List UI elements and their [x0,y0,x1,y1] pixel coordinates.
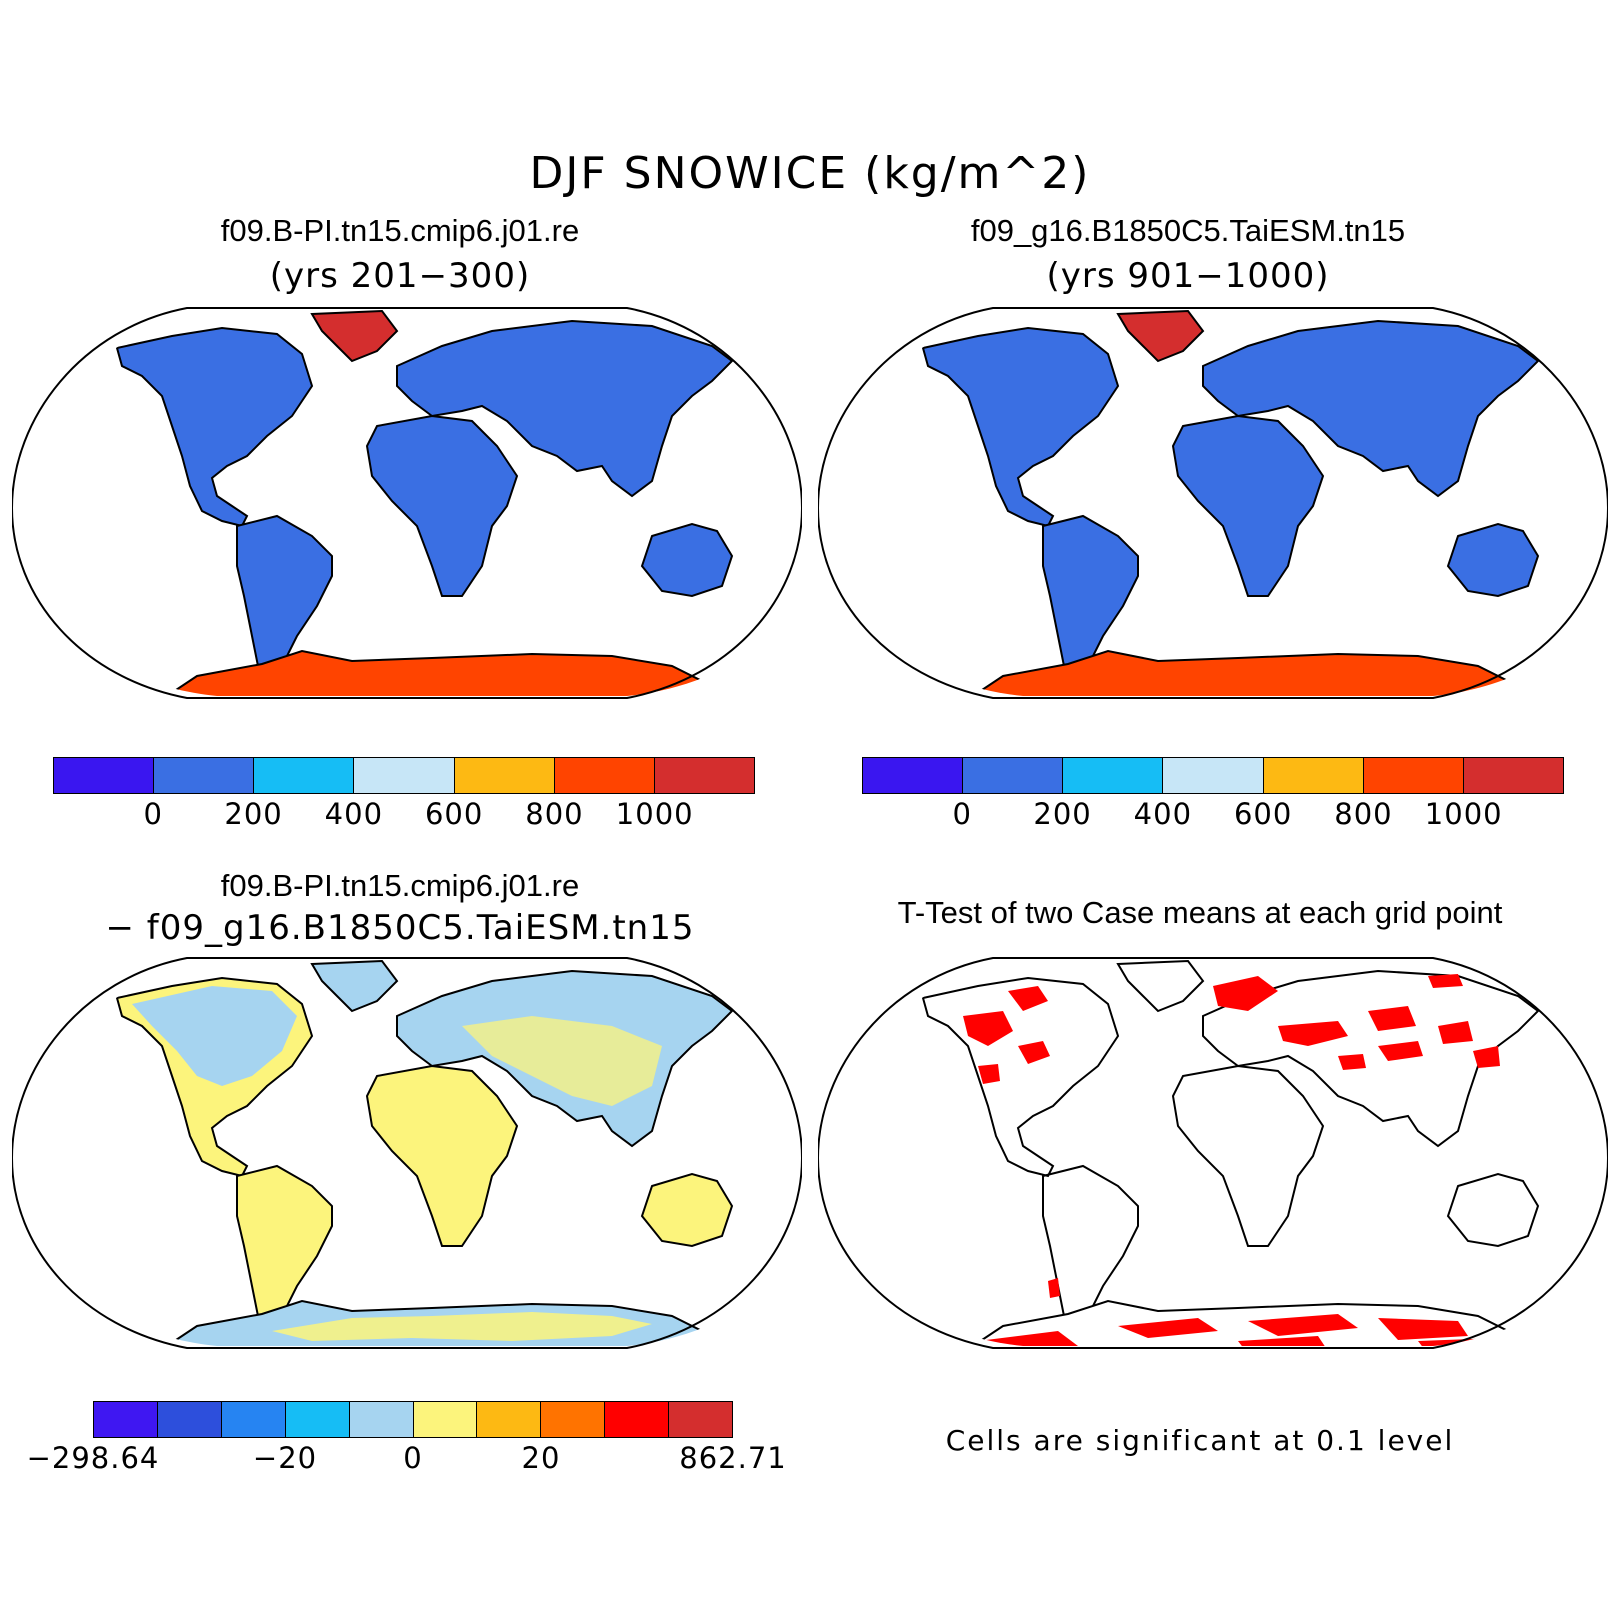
colorbar-tick-label: 0 [952,797,973,831]
colorbar-tick-label: 400 [324,797,384,831]
colorbar-swatch [1163,758,1264,793]
colorbar-case2 [862,757,1564,794]
significance-note: Cells are significant at 0.1 level [945,1424,1455,1457]
colorbar-tick-label: 0 [143,797,164,831]
colorbar-swatch [863,758,964,793]
colorbar-tick-label: 1000 [615,797,694,831]
colorbar-tick-label: −298.64 [26,1441,160,1475]
map-case1 [12,306,802,699]
colorbar-tick-label: 200 [224,797,283,831]
colorbar-swatch [963,758,1064,793]
colorbar-swatch [157,1402,222,1437]
colorbar-swatch [1363,758,1464,793]
colorbar-tick-label: 600 [424,797,484,831]
colorbar-swatch [1463,758,1563,793]
colorbar-swatch [254,758,355,793]
figure-title: DJF SNOWICE (kg/m^2) [529,148,1091,199]
panel-2-subtitle: (yrs 901−1000) [1046,256,1330,296]
panel-3-subtitle: − f09_g16.B1850C5.TaiESM.tn15 [105,908,695,948]
panel-3-title: f09.B-PI.tn15.cmip6.j01.re [220,868,580,903]
colorbar-tick-label: 800 [1334,797,1393,831]
colorbar-swatch [541,1402,606,1437]
colorbar-tick-label: 600 [1233,797,1293,831]
panel-1-subtitle: (yrs 201−300) [269,256,531,296]
colorbar-swatch [154,758,255,793]
panel-2-title: f09_g16.B1850C5.TaiESM.tn15 [970,213,1406,248]
colorbar-tick-label: 862.71 [679,1441,787,1475]
map-case2 [818,306,1608,699]
colorbar-swatch [285,1402,350,1437]
panel-1-title: f09.B-PI.tn15.cmip6.j01.re [220,213,580,248]
colorbar-swatch [413,1402,478,1437]
colorbar-swatch [669,1402,733,1437]
colorbar-swatch [354,758,455,793]
colorbar-swatch [94,1402,158,1437]
colorbar-tick-label: 20 [521,1441,561,1475]
colorbar-swatch [1263,758,1364,793]
map-difference [12,956,802,1349]
colorbar-swatch [349,1402,414,1437]
colorbar-tick-label: −20 [252,1441,318,1475]
colorbar-swatch [1063,758,1164,793]
colorbar-swatch [554,758,655,793]
panel-4-title: T-Test of two Case means at each grid po… [897,895,1503,930]
colorbar-tick-label: 1000 [1424,797,1503,831]
colorbar-case1 [53,757,755,794]
colorbar-swatch [605,1402,670,1437]
colorbar-swatch [477,1402,542,1437]
colorbar-swatch [454,758,555,793]
colorbar-swatch [54,758,155,793]
colorbar-tick-label: 0 [403,1441,423,1475]
colorbar-tick-label: 400 [1133,797,1193,831]
colorbar-swatch [654,758,754,793]
colorbar-tick-label: 800 [525,797,584,831]
map-ttest [818,956,1608,1349]
colorbar-tick-label: 200 [1033,797,1092,831]
colorbar-swatch [221,1402,286,1437]
colorbar-difference [93,1401,733,1438]
